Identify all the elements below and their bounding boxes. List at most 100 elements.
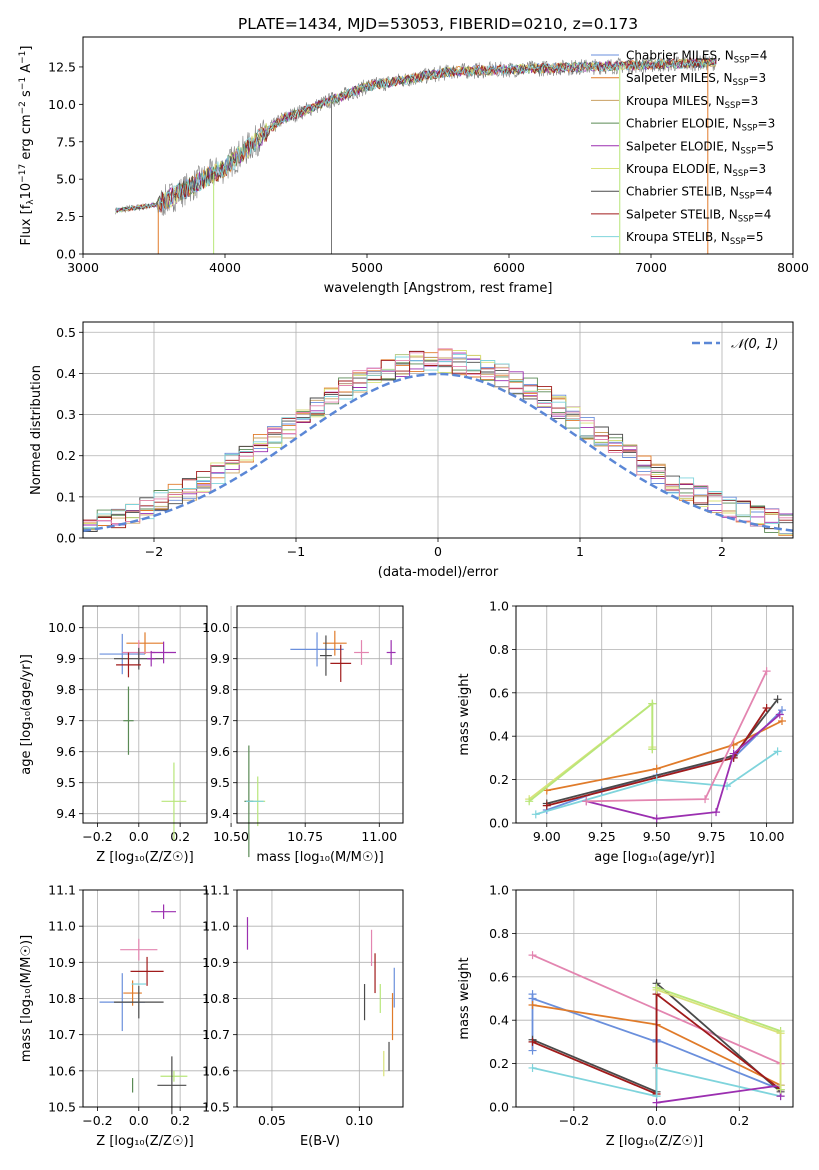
x-axis-label: wavelength [Angstrom, rest frame] — [324, 281, 553, 296]
weight-marker — [582, 797, 591, 806]
y-tick-label: 11.0 — [202, 919, 230, 934]
y-axis-label-part: −2 — [18, 101, 28, 114]
y-axis-label-part: λ — [26, 199, 36, 205]
legend-entry: Kroupa STELIB, NSSP=5 — [626, 230, 764, 247]
y-tick-label: 12.5 — [48, 59, 76, 74]
weight-marker — [773, 695, 782, 704]
weight-marker — [762, 703, 771, 712]
weight-line — [535, 750, 779, 816]
weight-marker — [776, 1029, 785, 1038]
y-tick-label: 9.8 — [56, 682, 76, 697]
y-tick-label: 0.2 — [56, 448, 76, 463]
weight-marker — [652, 764, 661, 773]
weight-line — [532, 992, 782, 1096]
x-tick-label: 9.75 — [698, 829, 726, 844]
y-tick-label: 10.5 — [202, 1100, 230, 1115]
y-tick-label: 9.6 — [210, 744, 230, 759]
weight-marker — [528, 1063, 537, 1072]
panel-age_vs_z: −0.2 0.0 0.2 9.4 9.5 9.6 9.7 9.8 9.9 10.0 Z [log₁₀… — [19, 605, 208, 865]
weight-marker — [528, 951, 537, 960]
x-tick-label: 9.00 — [533, 829, 561, 844]
y-axis-label: mass weight — [457, 957, 472, 1039]
normal-curve — [82, 372, 794, 533]
x-tick-label: 4000 — [209, 260, 241, 275]
x-tick-label: −2 — [145, 544, 163, 559]
y-tick-label: 10.9 — [202, 955, 230, 970]
y-tick-label: 5.0 — [56, 172, 76, 187]
y-axis-label-part: Flux [f — [19, 204, 34, 245]
weight-marker — [525, 797, 534, 806]
weight-marker — [701, 795, 710, 804]
y-tick-label: 9.9 — [56, 651, 76, 666]
y-tick-label: 0.0 — [56, 531, 76, 546]
y-axis-label: Flux [fλ10−17 erg cm−2 s−1 A−1] — [18, 46, 36, 246]
legend-entry: Salpeter MILES, NSSP=3 — [626, 71, 766, 88]
y-tick-label: 11.1 — [202, 883, 230, 898]
x-tick-label: 0.0 — [129, 1113, 149, 1128]
y-tick-label: 9.4 — [56, 806, 76, 821]
x-tick-label: 10.50 — [213, 829, 249, 844]
x-tick-label: 5000 — [351, 260, 383, 275]
x-tick-label: 11.00 — [361, 829, 397, 844]
x-tick-label: 0.0 — [647, 1113, 667, 1128]
axes-frame — [82, 36, 794, 255]
weight-marker — [712, 808, 721, 817]
observed-spectrum — [115, 54, 717, 216]
y-axis-label-part: erg cm — [19, 114, 34, 163]
legend: Chabrier MILES, NSSP=4 Salpeter MILES, NS… — [591, 49, 775, 247]
y-tick-label: 10.7 — [202, 1027, 230, 1042]
y-tick-label: 0.5 — [56, 325, 76, 340]
panel-mass_vs_z: −0.2 0.0 0.2 10.5 10.6 10.7 10.8 10.9 11.0 11.1 Z … — [19, 883, 208, 1149]
weight-line — [656, 1084, 782, 1104]
y-axis-label-part: A — [19, 64, 34, 77]
y-tick-label: 9.7 — [56, 713, 76, 728]
x-axis-label: (data-model)/error — [378, 565, 499, 580]
weight-line — [546, 698, 779, 805]
y-tick-label: 0.1 — [56, 489, 76, 504]
legend-entry: Kroupa ELODIE, NSSP=3 — [626, 162, 766, 179]
weight-line — [532, 1066, 781, 1098]
weight-line — [586, 713, 781, 820]
x-tick-label: 0.2 — [729, 1113, 749, 1128]
x-tick-label: 10.75 — [287, 829, 323, 844]
panel-weight_vs_age: 9.00 9.25 9.50 9.75 10.00 0.0 0.2 0.4 0.6 0.8 1.0 a… — [457, 599, 794, 865]
x-axis-label: Z [log₁₀(Z/Z☉)] — [96, 1134, 193, 1149]
y-tick-label: 0.4 — [56, 366, 76, 381]
weight-marker — [773, 747, 782, 756]
x-tick-label: 3000 — [67, 260, 99, 275]
model-spectrum — [115, 58, 717, 214]
y-tick-label: 0.3 — [56, 407, 76, 422]
y-axis-label-part: −1 — [18, 77, 28, 90]
axes-frame — [82, 889, 208, 1108]
x-axis-label: Z [log₁₀(Z/Z☉)] — [606, 1134, 703, 1149]
y-tick-label: 11.0 — [48, 919, 76, 934]
weight-marker — [776, 1081, 785, 1090]
axes-frame — [236, 605, 404, 824]
weight-marker — [778, 717, 787, 726]
legend-entry: 𝒩(0, 1) — [731, 337, 778, 352]
y-tick-label: 2.5 — [56, 209, 76, 224]
panel-age_vs_mass: 10.50 10.75 11.00 9.4 9.5 9.6 9.7 9.8 9.9 10.0 mas… — [202, 605, 404, 865]
x-axis-label: mass [log₁₀(M/M☉)] — [256, 850, 383, 865]
panel-residuals: −2 −1 0 1 2 0.0 0.1 0.2 0.3 0.4 0.5 (data-model)/er… — [29, 321, 794, 580]
weight-marker — [528, 1046, 537, 1055]
legend-entry: Chabrier STELIB, NSSP=4 — [626, 185, 773, 202]
y-axis-label: mass weight — [457, 673, 472, 755]
y-tick-label: 0.4 — [489, 729, 509, 744]
y-tick-label: 9.5 — [210, 775, 230, 790]
x-tick-label: −1 — [287, 544, 305, 559]
weight-marker — [652, 985, 661, 994]
y-tick-label: 1.0 — [489, 883, 509, 898]
y-axis-label-part: ] — [19, 46, 34, 51]
weight-marker — [729, 749, 738, 758]
y-tick-label: 11.1 — [48, 883, 76, 898]
x-tick-label: 0.0 — [129, 829, 149, 844]
x-tick-label: 6000 — [493, 260, 525, 275]
legend-entry: Chabrier MILES, NSSP=4 — [626, 49, 767, 66]
x-tick-label: −0.2 — [559, 1113, 589, 1128]
axes-frame — [236, 889, 404, 1108]
weight-marker — [652, 814, 661, 823]
y-tick-label: 0.0 — [56, 247, 76, 262]
x-tick-label: 1 — [576, 544, 584, 559]
